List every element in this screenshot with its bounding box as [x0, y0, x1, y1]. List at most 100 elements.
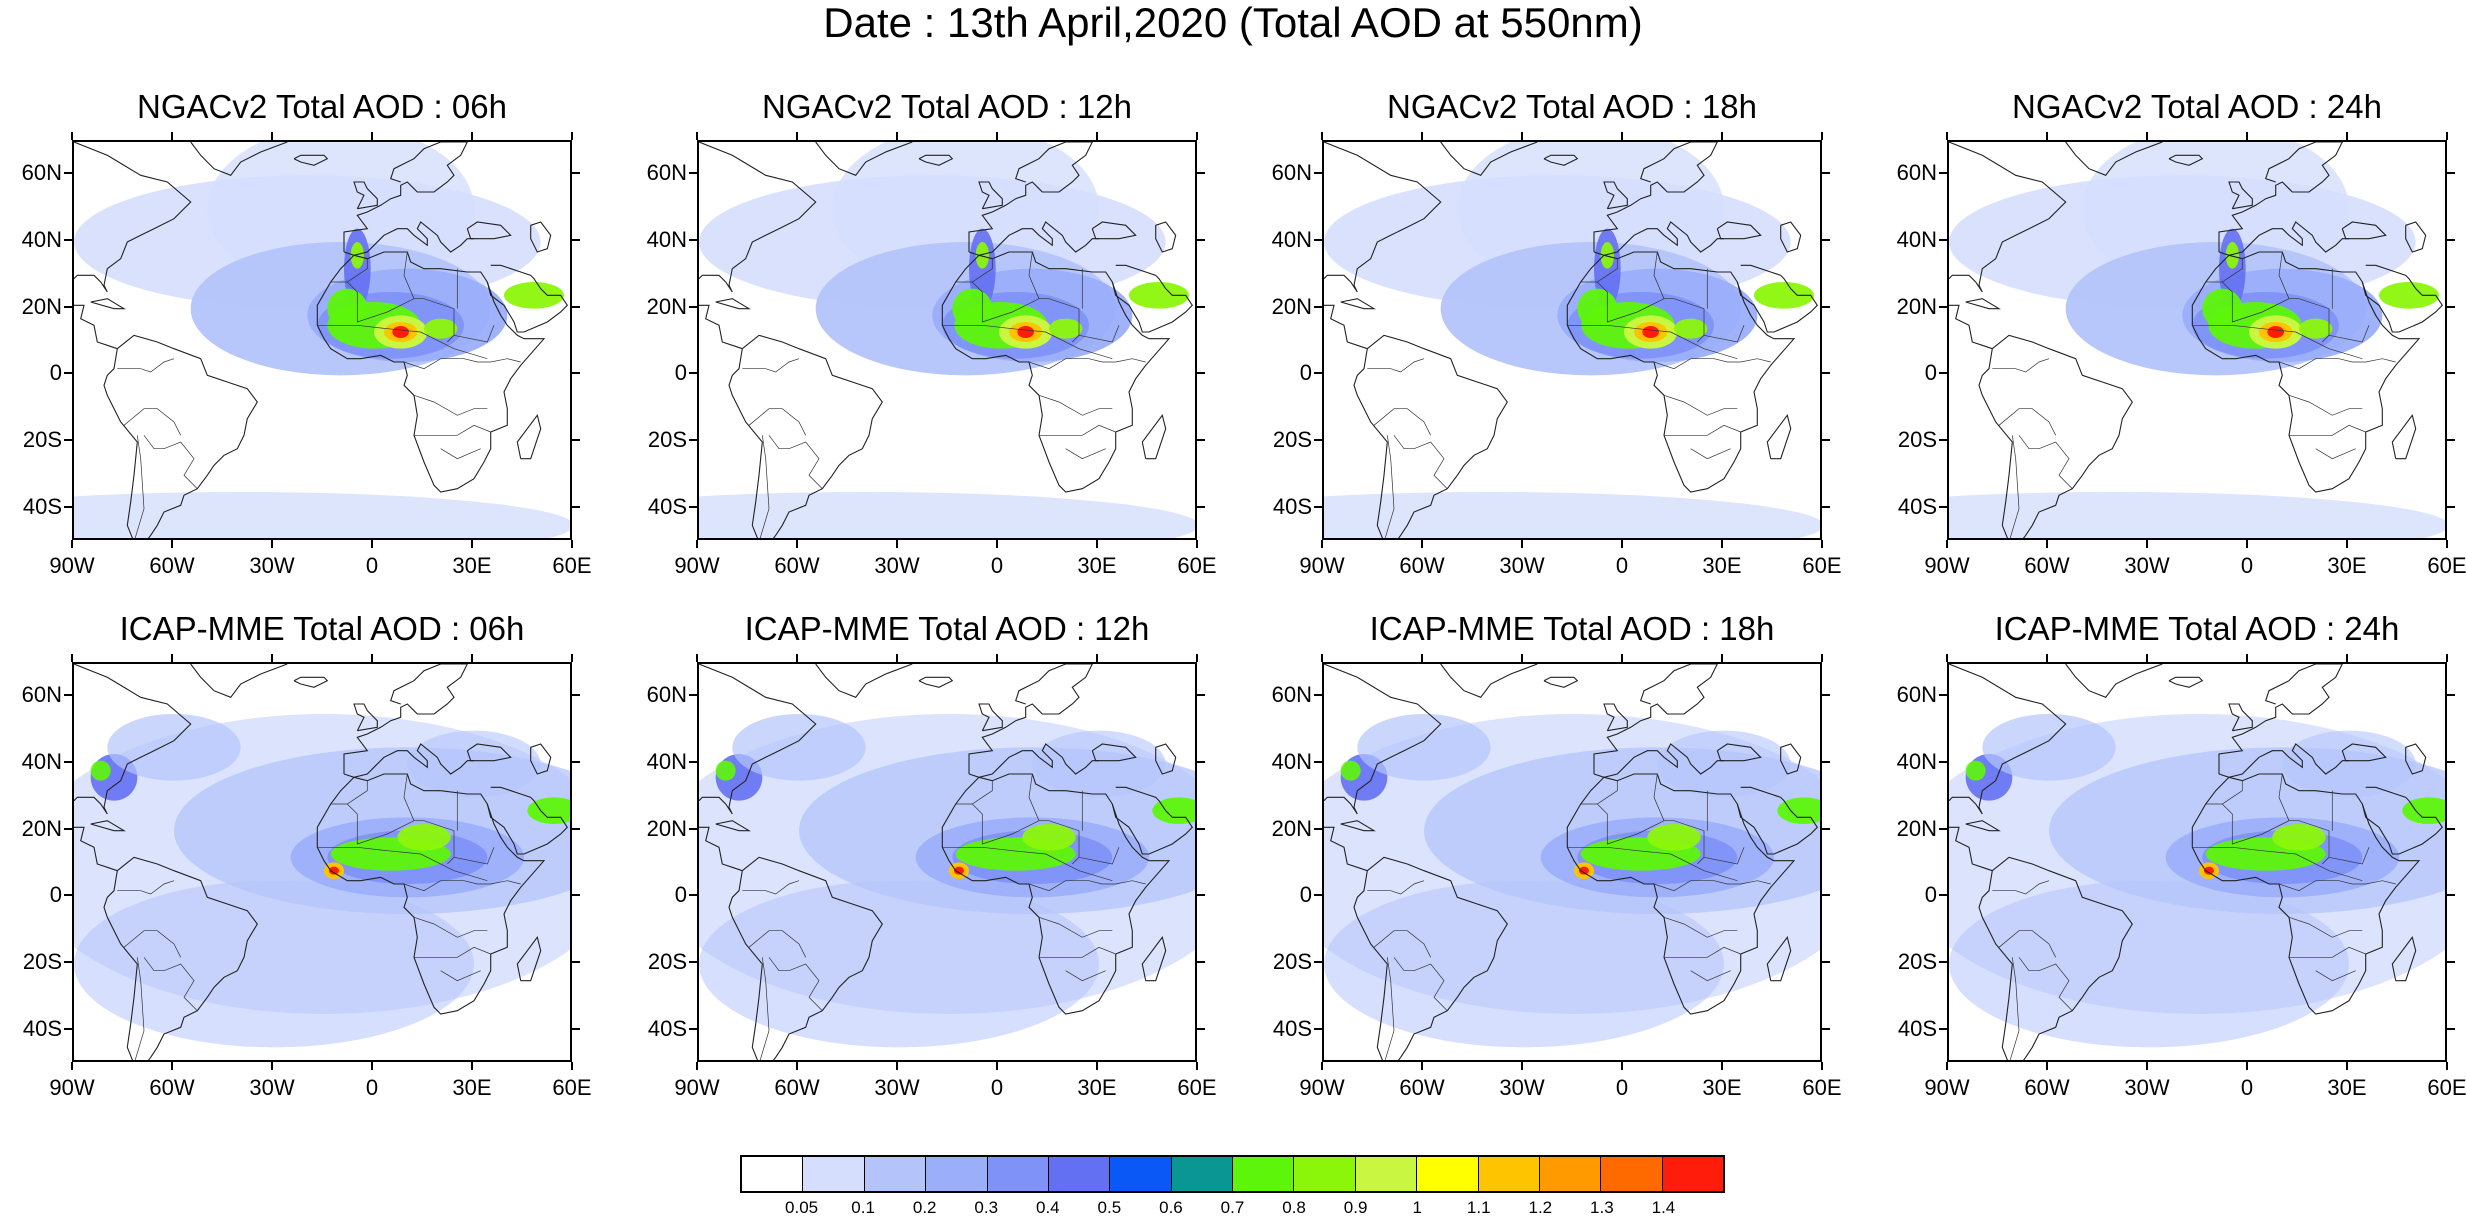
latitude-tick — [1939, 894, 1947, 897]
latitude-tick — [2447, 372, 2455, 375]
colorbar-label: 0.4 — [1035, 1198, 1060, 1217]
latitude-label: 40S — [647, 493, 687, 519]
aod-contour-region — [732, 714, 866, 781]
coastline-blacksea — [1091, 743, 1137, 762]
coastline-med — [2218, 743, 2349, 778]
coastline-southAmerica — [1353, 856, 1508, 1060]
country-border — [413, 916, 488, 938]
country-border — [2018, 435, 2073, 489]
longitude-label: 60W — [774, 553, 820, 578]
country-border — [1065, 970, 1106, 982]
coastline-europe — [1593, 142, 1718, 252]
latitude-label: 20S — [1897, 949, 1937, 974]
latitude-tick — [1939, 961, 1947, 963]
country-border — [413, 394, 488, 416]
aod-contour-region — [975, 242, 989, 269]
latitude-label: 60N — [646, 682, 687, 708]
country-border — [1038, 394, 1113, 416]
latitude-label: 40S — [22, 493, 62, 519]
aod-contour-region — [74, 492, 570, 538]
longitude-tick — [571, 132, 573, 140]
latitude-label: 40S — [1272, 1015, 1312, 1041]
longitude-tick — [2146, 540, 2148, 548]
longitude-tick — [896, 540, 898, 548]
aod-contour-region — [1017, 326, 1034, 338]
latitude-tick — [572, 239, 580, 241]
coastline-arabia — [2361, 264, 2444, 333]
longitude-tick — [696, 1062, 698, 1070]
country-border — [403, 251, 415, 299]
latitude-tick — [572, 961, 580, 963]
coastline-europe — [343, 664, 468, 774]
colorbar-label: 1.1 — [1466, 1198, 1491, 1217]
map-area — [1322, 662, 1822, 1062]
latitude-tick — [1197, 305, 1205, 308]
country-border — [748, 408, 807, 436]
longitude-label: 0 — [2240, 1075, 2254, 1100]
longitude-label: 90W — [1299, 1075, 1345, 1100]
longitude-label: 90W — [49, 1075, 95, 1100]
coastline-iceland — [2168, 154, 2204, 166]
latitude-label: 40N — [21, 227, 62, 252]
latitude-label: 20N — [1896, 815, 1937, 841]
colorbar-swatch — [987, 1157, 1049, 1191]
map-panel: ICAP-MME Total AOD : 18h 60N 40N 20N 0 20S 40S… — [1272, 610, 1942, 1132]
aod-contour-region — [2299, 318, 2333, 339]
latitude-tick — [572, 372, 580, 375]
country-border — [742, 880, 800, 895]
country-border — [2288, 916, 2363, 938]
latitude-tick — [1822, 961, 1830, 963]
country-border — [955, 258, 993, 283]
coastline-southAmerica — [1353, 334, 1508, 538]
aod-contour-region — [350, 242, 365, 269]
latitude-tick — [689, 305, 697, 308]
longitude-tick — [1196, 132, 1198, 140]
coastline-caspian — [1155, 743, 1177, 775]
longitude-tick — [796, 540, 798, 548]
latitude-tick — [1314, 305, 1322, 308]
coastline-blacksea — [466, 221, 512, 240]
aod-contour-region — [1982, 714, 2116, 781]
longitude-label: 60E — [2427, 1075, 2466, 1100]
panel-title: ICAP-MME Total AOD : 18h — [1369, 610, 1775, 647]
country-border — [942, 324, 1113, 360]
country-border — [955, 780, 993, 805]
longitude-label: 0 — [990, 1075, 1004, 1100]
country-border — [2315, 448, 2356, 460]
aod-map — [1949, 664, 2445, 1060]
country-border — [1998, 408, 2057, 436]
aod-contour-region — [1324, 880, 1724, 1048]
colorbar-label: 1.4 — [1651, 1198, 1676, 1217]
longitude-label: 0 — [1615, 553, 1629, 578]
latitude-label: 40S — [1272, 493, 1312, 519]
longitude-tick — [1721, 1062, 1723, 1070]
country-border — [1664, 946, 1741, 958]
coastline-europe — [968, 664, 1093, 774]
latitude-tick — [2447, 305, 2455, 308]
country-border — [1078, 847, 1120, 865]
country-border — [1664, 424, 1741, 436]
longitude-tick — [1821, 654, 1823, 662]
longitude-tick — [1421, 132, 1423, 140]
map-area — [697, 140, 1197, 540]
country-border — [1690, 448, 1731, 460]
latitude-tick — [689, 1027, 697, 1030]
latitude-tick — [572, 694, 580, 697]
longitude-tick — [2346, 654, 2348, 662]
longitude-label: 30W — [1499, 553, 1545, 578]
country-border — [972, 803, 1080, 865]
latitude-label: 40S — [647, 1015, 687, 1041]
longitude-tick — [71, 1062, 73, 1070]
map-panel: ICAP-MME Total AOD : 06h 60N 40N 20N 0 20S 40S… — [22, 610, 692, 1132]
coastline-southAmerica — [728, 334, 883, 538]
latitude-label: 20N — [1271, 293, 1312, 319]
latitude-label: 20N — [646, 815, 687, 841]
coastline-madagascar — [2391, 936, 2417, 982]
latitude-tick — [689, 505, 697, 508]
country-border — [123, 408, 182, 436]
latitude-label: 20S — [22, 949, 62, 974]
country-border — [1028, 251, 1040, 299]
country-border — [1580, 780, 1618, 805]
coastline-africa — [316, 773, 546, 1015]
longitude-tick — [71, 654, 73, 662]
